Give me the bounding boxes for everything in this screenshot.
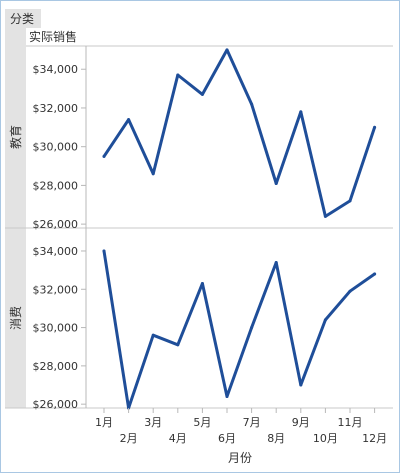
x-tick-label: 4月 [169, 432, 187, 445]
panel-row-label-consumer: 消费 [9, 306, 23, 330]
data-point [200, 282, 204, 286]
data-point [348, 289, 352, 293]
data-point [151, 333, 155, 337]
data-point [225, 395, 229, 399]
x-tick-label: 9月 [292, 416, 310, 429]
data-point [299, 383, 303, 387]
data-point [176, 343, 180, 347]
y-tick-label: $28,000 [33, 360, 79, 373]
x-tick-label: 6月 [218, 432, 236, 445]
y-tick-label: $34,000 [33, 245, 79, 258]
data-point [250, 326, 254, 330]
series-line-consumer [102, 249, 377, 410]
x-axis-title: 月份 [228, 451, 252, 465]
data-point [299, 110, 303, 114]
series-line-education [102, 48, 377, 218]
data-point [200, 92, 204, 96]
data-point [127, 118, 131, 122]
row-header-band [5, 28, 26, 408]
data-point [274, 260, 278, 264]
data-point [323, 318, 327, 322]
category-header-label: 分类 [10, 12, 34, 26]
y-tick-label: $26,000 [33, 398, 79, 411]
x-tick-label: 5月 [193, 416, 211, 429]
data-point [176, 73, 180, 77]
data-point [348, 199, 352, 203]
y-tick-label: $34,000 [33, 63, 79, 76]
y-tick-label: $32,000 [33, 283, 79, 296]
panel-row-label-education: 教育 [8, 125, 23, 149]
x-tick-label: 11月 [338, 416, 363, 429]
data-point [373, 272, 377, 276]
x-tick-label: 8月 [267, 432, 285, 445]
x-tick-label: 12月 [362, 432, 387, 445]
data-point [323, 214, 327, 218]
data-point [225, 48, 229, 52]
data-point [102, 154, 106, 158]
data-point [102, 249, 106, 253]
measure-header-label: 实际销售 [29, 29, 77, 44]
data-point [151, 172, 155, 176]
data-point [274, 181, 278, 185]
y-tick-label: $30,000 [33, 322, 79, 335]
x-tick-label: 3月 [144, 416, 162, 429]
y-tick-label: $28,000 [33, 179, 79, 192]
x-tick-label: 7月 [243, 416, 261, 429]
y-tick-label: $26,000 [33, 218, 79, 231]
chart-marks: $26,000 $28,000 $30,000 $32,000 $34,000 $26,0… [33, 48, 387, 445]
category-header-bg [5, 9, 41, 28]
data-point [250, 102, 254, 106]
x-tick-label: 2月 [120, 432, 138, 445]
y-tick-label: $32,000 [33, 102, 79, 115]
data-point [373, 125, 377, 129]
x-tick-label: 10月 [313, 432, 338, 445]
y-tick-label: $30,000 [33, 141, 79, 154]
x-tick-label: 1月 [95, 416, 113, 429]
